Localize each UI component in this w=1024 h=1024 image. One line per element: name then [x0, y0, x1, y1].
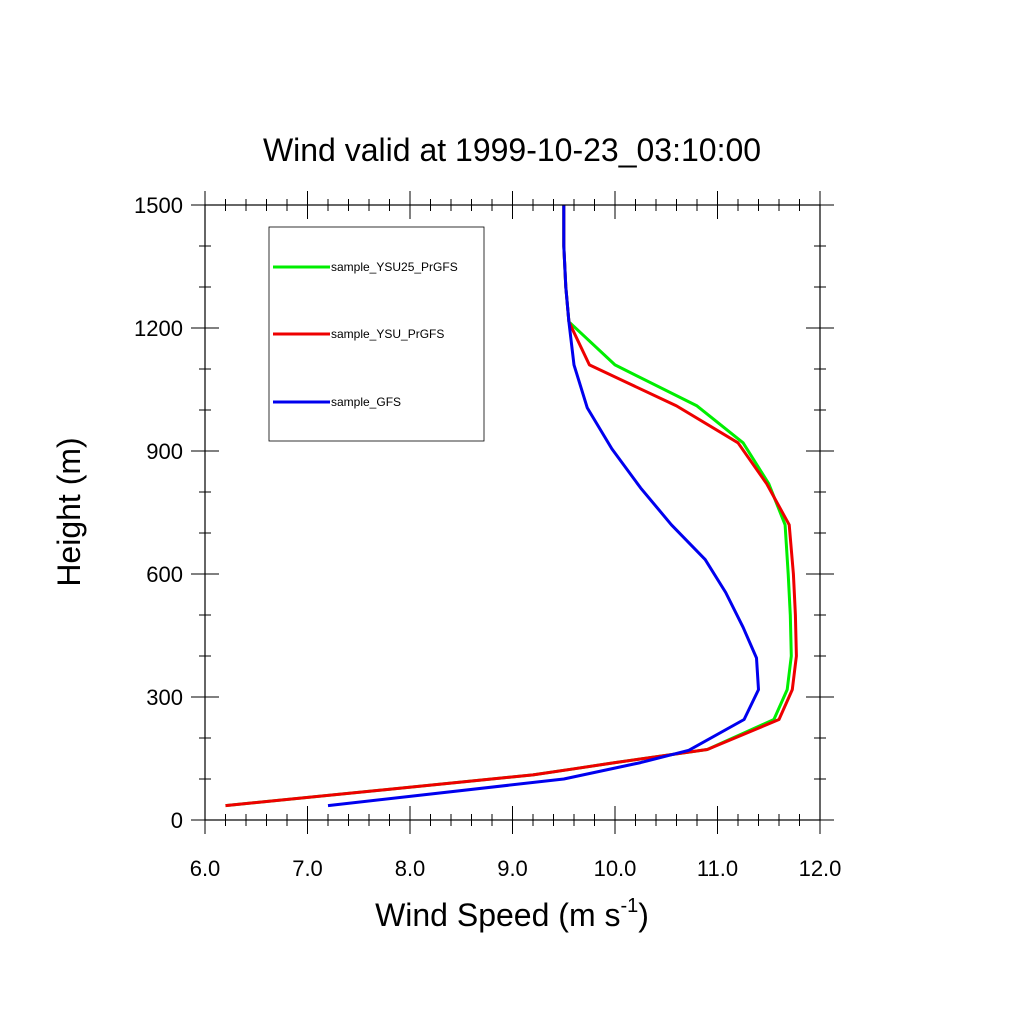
y-tick-label: 600	[146, 562, 183, 587]
y-tick-label: 1200	[134, 316, 183, 341]
x-axis-title-main: Wind Speed (m s	[375, 897, 620, 933]
x-tick-label: 9.0	[497, 856, 528, 881]
legend-label: sample_YSU_PrGFS	[331, 327, 444, 341]
x-tick-label: 8.0	[395, 856, 426, 881]
x-axis-title: Wind Speed (m s-1)	[375, 895, 649, 933]
series-line-sample_GFS	[327, 205, 760, 808]
x-tick-label: 10.0	[594, 856, 637, 881]
x-tick-label: 6.0	[190, 856, 221, 881]
legend: sample_YSU25_PrGFS sample_YSU_PrGFSsample…	[268, 226, 485, 442]
y-tick-label: 1500	[134, 193, 183, 218]
y-axis-title: Height (m)	[51, 437, 87, 586]
x-axis-title-superscript: -1	[620, 895, 638, 917]
legend-items: sample_YSU25_PrGFS sample_YSU_PrGFSsample…	[273, 260, 458, 409]
y-tick-label: 900	[146, 439, 183, 464]
legend-label: sample_YSU25_PrGFS	[331, 260, 458, 274]
series-lines	[225, 205, 798, 808]
x-tick-label: 7.0	[292, 856, 323, 881]
x-tick-label: 11.0	[697, 856, 738, 881]
plot-frame	[204, 204, 821, 821]
chart-title: Wind valid at 1999-10-23_03:10:00	[263, 132, 761, 168]
y-tick-label: 0	[171, 808, 183, 833]
tick-labels: 6.0 7.0 8.0 9.0 10.0 11.0 12.0 0 300 600 900 1200 15…	[134, 193, 841, 881]
legend-label: sample_GFS	[331, 395, 401, 409]
y-tick-label: 300	[146, 685, 183, 710]
x-tick-label: 12.0	[799, 856, 842, 881]
x-axis-title-close: )	[638, 897, 649, 933]
